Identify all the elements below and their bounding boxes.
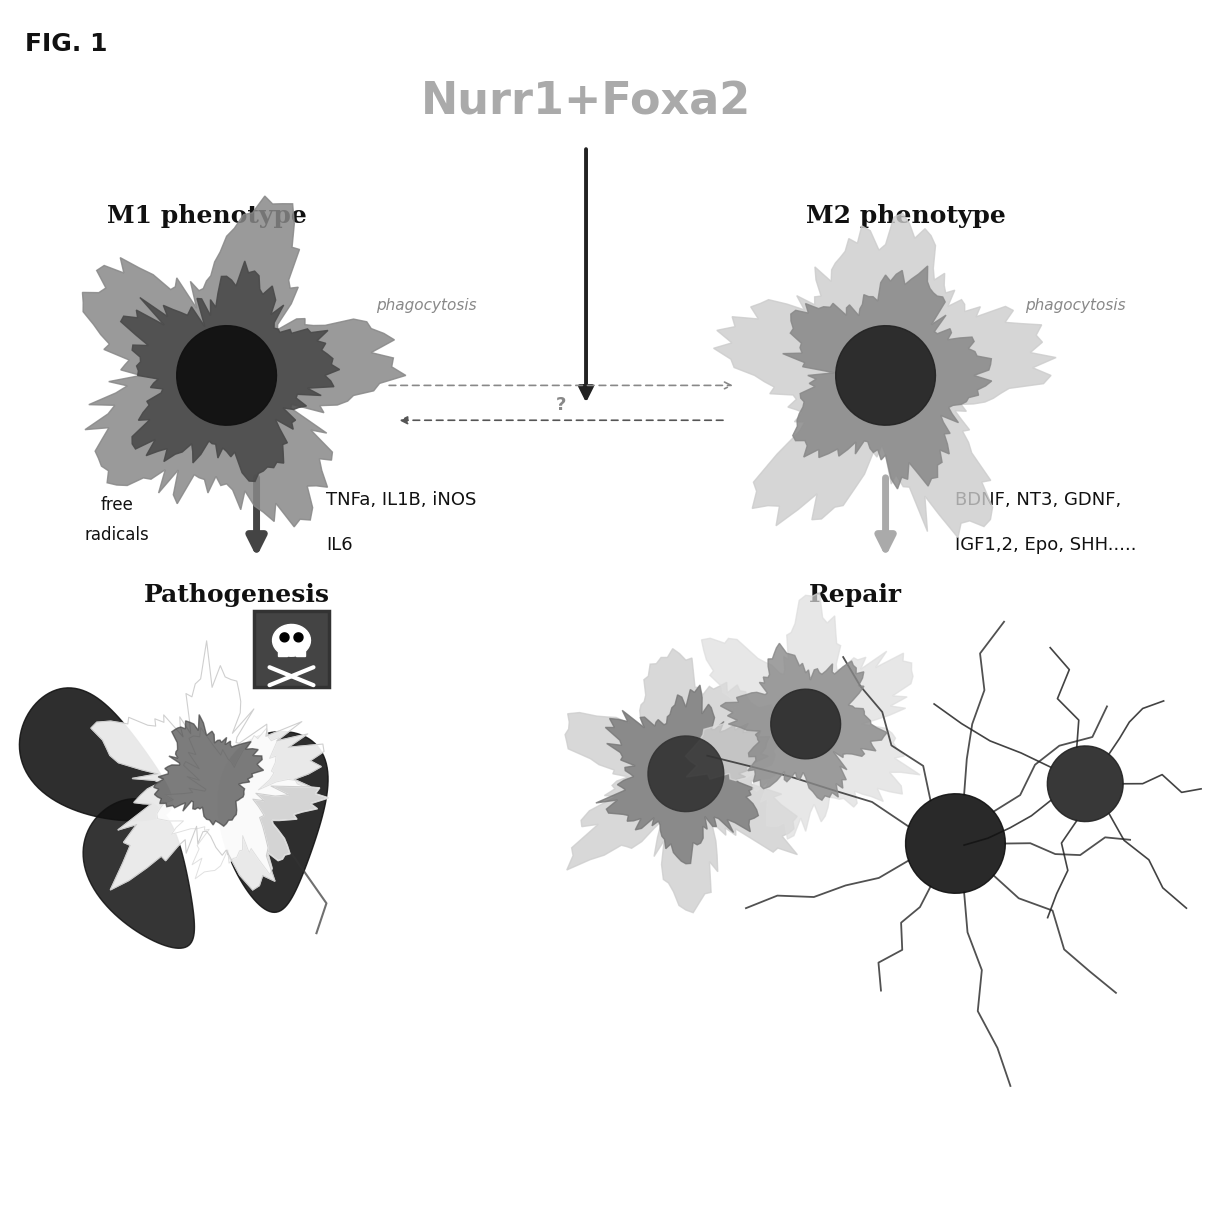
Polygon shape [648,736,724,811]
Text: Repair: Repair [810,583,902,607]
Text: radicals: radicals [85,526,149,544]
Polygon shape [19,688,172,821]
Polygon shape [686,592,920,839]
Polygon shape [156,728,328,879]
Polygon shape [720,643,887,800]
Polygon shape [273,624,310,656]
FancyBboxPatch shape [253,612,330,687]
Polygon shape [714,214,1056,538]
Text: FIG. 1: FIG. 1 [25,31,108,56]
Polygon shape [565,649,806,913]
Polygon shape [154,715,263,826]
Polygon shape [278,649,305,656]
Polygon shape [783,266,991,488]
Text: phagocytosis: phagocytosis [1025,299,1126,313]
Polygon shape [84,799,194,948]
Text: BDNF, NT3, GDNF,: BDNF, NT3, GDNF, [955,491,1121,509]
Polygon shape [82,196,406,527]
Text: IGF1,2, Epo, SHH.....: IGF1,2, Epo, SHH..... [955,536,1137,554]
Polygon shape [177,325,276,426]
Polygon shape [218,731,328,913]
Text: TNFa, IL1B, iNOS: TNFa, IL1B, iNOS [326,491,476,509]
Text: free: free [101,496,133,514]
Polygon shape [1047,746,1124,822]
Text: M1 phenotype: M1 phenotype [107,204,307,229]
Polygon shape [91,641,324,890]
Polygon shape [295,632,303,642]
Polygon shape [596,686,770,863]
Text: ?: ? [556,397,566,415]
Text: Nurr1+Foxa2: Nurr1+Foxa2 [421,80,751,123]
Polygon shape [905,794,1006,893]
Polygon shape [836,325,936,426]
Polygon shape [280,632,288,642]
Text: M2 phenotype: M2 phenotype [806,204,1006,229]
Text: Pathogenesis: Pathogenesis [143,583,330,607]
Text: phagocytosis: phagocytosis [377,299,478,313]
Polygon shape [771,689,841,759]
Text: IL6: IL6 [326,536,353,554]
Polygon shape [121,261,339,481]
